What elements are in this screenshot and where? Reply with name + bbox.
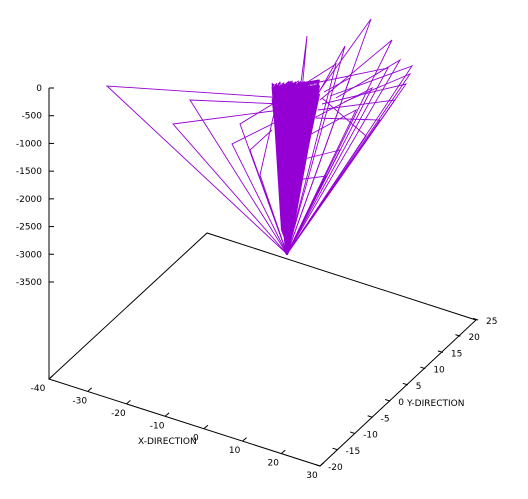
- y-tick-mark: [367, 415, 373, 418]
- x-tick-mark: [87, 387, 93, 392]
- x-tick-label: -20: [111, 409, 126, 419]
- y-axis-ticks: -20-15-10-5 0 5 10 15 20 25: [314, 317, 497, 473]
- x-tick-mark: [48, 375, 54, 380]
- x-tick-mark: [280, 449, 286, 454]
- x-tick-label: -10: [150, 421, 165, 431]
- y-tick-mark: [420, 366, 426, 370]
- x-axis-label: X-DIRECTION: [138, 437, 197, 447]
- series-trajectory: [286, 108, 358, 255]
- y-tick-label: 25: [486, 317, 497, 327]
- series-apex-point: [285, 252, 289, 256]
- series-trajectory: [105, 85, 288, 255]
- y-tick-label: -20: [328, 463, 343, 473]
- z-tick-label: -2500: [16, 223, 42, 233]
- series-trajectory: [189, 99, 288, 255]
- x-tick-label: 20: [268, 459, 280, 469]
- base-plane-outline: [48, 232, 477, 467]
- series-trajectory: [172, 109, 288, 255]
- z-tick-label: -500: [22, 112, 43, 122]
- x-tick-label: 10: [229, 446, 241, 456]
- series-trajectory: [286, 63, 337, 255]
- z-axis-ticks: 0 -500 -1000 -1500 -2000 -2500 -3000 -3500: [16, 84, 54, 288]
- series-trajectory: [286, 72, 412, 255]
- y-tick-label: -10: [363, 431, 378, 441]
- y-tick-label: 5: [416, 382, 422, 392]
- z-tick-label: -3000: [16, 250, 42, 260]
- x-tick-label: 0: [193, 434, 199, 444]
- series-trajectory: [231, 114, 291, 255]
- y-tick-mark: [402, 382, 408, 386]
- y-tick-mark: [314, 463, 321, 467]
- x-tick-label: 30: [306, 471, 318, 481]
- y-tick-label: 20: [468, 333, 480, 343]
- series-trajectory: [286, 45, 346, 255]
- y-tick-mark: [472, 317, 479, 321]
- y-tick-label: 0: [398, 398, 404, 408]
- x-tick-mark: [203, 424, 209, 430]
- x-tick-label: -40: [31, 384, 46, 394]
- series-trajectory: [286, 77, 351, 255]
- series-trajectory: [286, 58, 402, 255]
- x-tick-mark: [242, 437, 247, 442]
- z-tick-label: -1500: [16, 167, 42, 177]
- series-trajectory: [286, 175, 327, 255]
- y-tick-mark: [349, 431, 356, 435]
- z-tick-label: -3500: [16, 278, 42, 288]
- series-trajectory: [239, 101, 288, 255]
- y-tick-mark: [437, 350, 444, 353]
- y-tick-label: -5: [381, 414, 390, 424]
- series-trajectory: [286, 39, 393, 255]
- y-tick-label: 10: [433, 366, 445, 376]
- x-axis-ticks: -40 -30 -20 -10 0 10 20 30: [31, 375, 325, 481]
- data-series: [105, 18, 414, 256]
- y-tick-mark: [385, 399, 391, 402]
- y-tick-mark: [455, 334, 461, 337]
- series-trajectory: [286, 35, 308, 255]
- x-tick-mark: [319, 462, 325, 467]
- series-trajectory: [286, 67, 389, 255]
- y-tick-mark: [332, 447, 338, 451]
- z-tick-label: 0: [36, 84, 42, 94]
- series-core-dense-region: [272, 84, 320, 246]
- y-tick-label: 15: [451, 349, 462, 359]
- x-tick-mark: [126, 399, 131, 405]
- y-axis-label: Y-DIRECTION: [406, 399, 464, 409]
- x-tick-mark: [164, 412, 170, 417]
- z-tick-label: -1000: [16, 139, 42, 149]
- z-tick-label: -2000: [16, 195, 42, 205]
- y-tick-label: -15: [346, 447, 361, 457]
- x-tick-label: -30: [72, 396, 87, 406]
